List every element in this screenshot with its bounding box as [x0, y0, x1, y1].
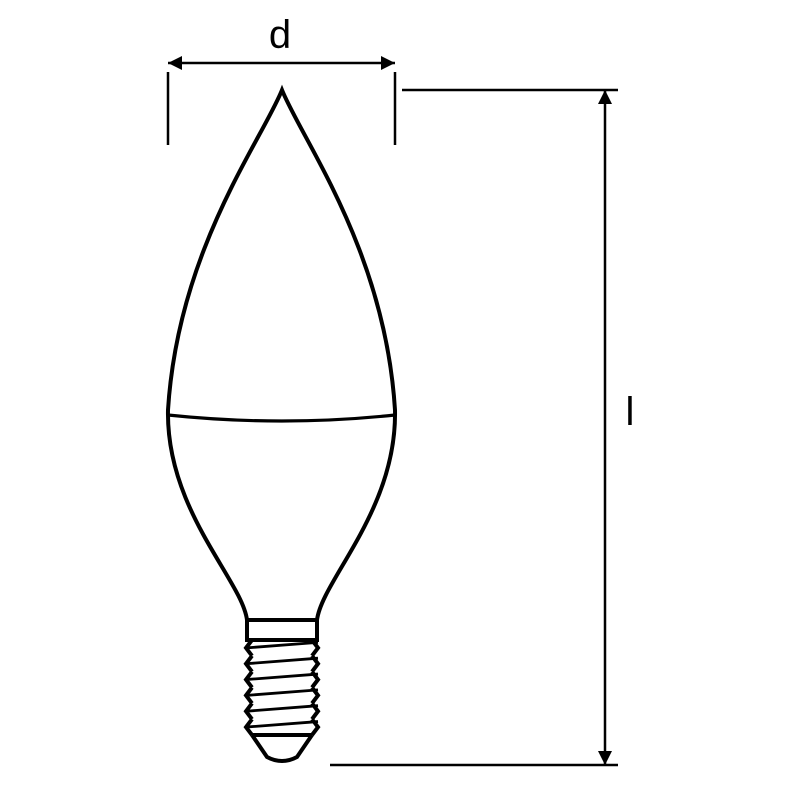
width-dimension: d	[168, 13, 395, 145]
bulb-base	[246, 620, 318, 761]
height-label: l	[626, 390, 635, 434]
height-dimension: l	[330, 90, 634, 765]
width-label: d	[269, 13, 291, 57]
bulb-technical-drawing: d l	[0, 0, 800, 800]
bulb-body	[168, 90, 395, 620]
